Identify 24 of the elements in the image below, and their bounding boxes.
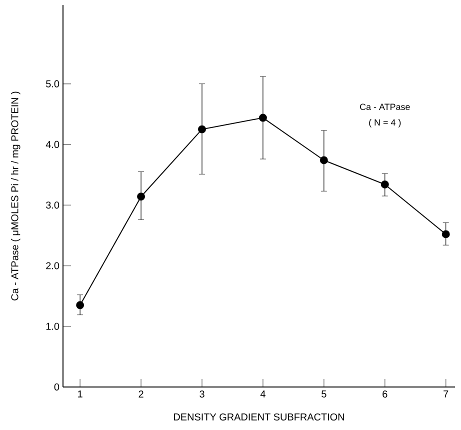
point — [198, 125, 206, 134]
point — [258, 114, 267, 122]
y-axis-title: Ca - ATPase ( μMOLES Pi / hr / mg PROTEIN ) — [10, 92, 20, 300]
y-tick-label: 0 — [54, 383, 60, 391]
x-tick-label: 1 — [78, 390, 82, 398]
x-tick-label: 2 — [138, 390, 144, 398]
x-tick-label: 3 — [200, 390, 204, 398]
annotation: ( N = 4 ) — [369, 119, 401, 128]
x-tick-label: 7 — [444, 390, 448, 398]
point — [320, 156, 328, 164]
point — [76, 301, 84, 310]
y-tick-label: 2.0 — [46, 262, 60, 270]
point — [137, 192, 146, 201]
y-tick-label: 4.0 — [46, 140, 60, 148]
x-axis-title: DENSITY GRADIENT SUBFRACTION — [174, 413, 344, 420]
x-tick-label: 4 — [260, 390, 266, 398]
y-tick-label: 1.0 — [46, 322, 60, 330]
point — [442, 230, 450, 238]
y-tick-label: 3.0 — [46, 202, 60, 209]
x-tick-label: 5 — [322, 390, 326, 398]
annotation: Ca - ATPase — [360, 104, 410, 110]
y-tick-label: 5.0 — [46, 80, 60, 88]
point — [380, 180, 389, 188]
x-tick-label: 6 — [382, 390, 388, 398]
